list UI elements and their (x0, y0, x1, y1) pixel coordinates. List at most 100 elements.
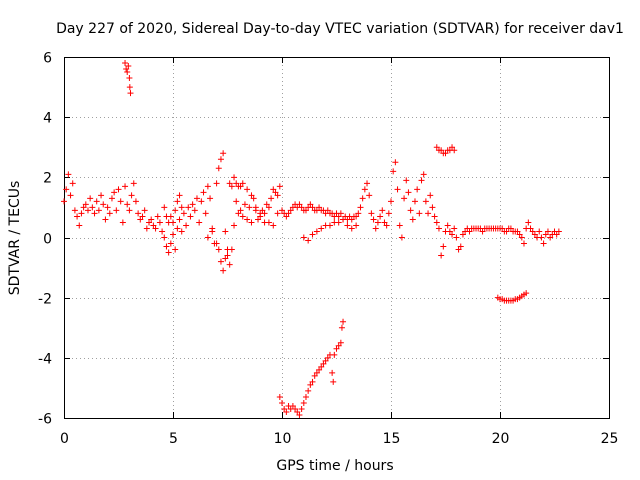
data-point-plus (222, 228, 229, 235)
data-point-plus (527, 225, 534, 232)
data-point-plus (163, 243, 170, 250)
data-point-plus (287, 207, 294, 214)
data-point-plus (309, 378, 316, 385)
data-point-plus (353, 222, 360, 229)
data-point-plus (361, 186, 368, 193)
data-point-plus (340, 318, 347, 325)
data-point-plus (276, 183, 283, 190)
data-point-plus (446, 228, 453, 235)
data-point-plus (270, 222, 277, 229)
data-point-plus (191, 207, 198, 214)
data-point-plus (189, 201, 196, 208)
data-point-plus (244, 186, 251, 193)
data-point-plus (294, 408, 301, 415)
data-point-plus (272, 189, 279, 196)
data-point-plus (235, 210, 242, 217)
data-point-plus (172, 207, 179, 214)
data-point-plus (125, 63, 132, 70)
data-point-plus (78, 210, 85, 217)
data-point-plus (231, 222, 238, 229)
x-tick-label: 5 (169, 431, 178, 447)
data-point-plus (128, 192, 135, 199)
data-point-plus (239, 180, 246, 187)
data-point-plus (523, 290, 530, 297)
data-point-plus (198, 198, 205, 205)
data-point-plus (233, 198, 240, 205)
data-point-plus (226, 180, 233, 187)
data-point-plus (438, 147, 445, 154)
data-point-plus (217, 156, 224, 163)
data-point-plus (355, 210, 362, 217)
data-point-plus (76, 222, 83, 229)
data-point-plus (69, 180, 76, 187)
data-point-plus (196, 219, 203, 226)
data-point-plus (108, 195, 115, 202)
data-point-plus (143, 225, 150, 232)
data-point-plus (228, 183, 235, 190)
data-point-plus (65, 171, 72, 178)
data-point-plus (401, 195, 408, 202)
y-tick-label: -6 (38, 412, 52, 428)
data-point-plus (150, 222, 157, 229)
data-point-plus (377, 213, 384, 220)
y-tick-label: 4 (43, 111, 52, 127)
data-point-plus (63, 186, 70, 193)
data-point-plus (117, 198, 124, 205)
data-point-plus (320, 360, 327, 367)
data-point-plus (300, 399, 307, 406)
chart-title: Day 227 of 2020, Sidereal Day-to-day VTE… (56, 21, 624, 37)
data-point-plus (348, 216, 355, 223)
data-point-plus (213, 180, 220, 187)
data-point-plus (335, 213, 342, 220)
data-point-plus (440, 243, 447, 250)
data-point-plus (307, 381, 314, 388)
data-point-plus (348, 225, 355, 232)
data-point-plus (239, 213, 246, 220)
data-point-plus (193, 195, 200, 202)
data-point-plus (335, 342, 342, 349)
data-point-plus (104, 204, 111, 211)
data-point-plus (307, 201, 314, 208)
data-point-plus (499, 225, 506, 232)
data-point-plus (170, 231, 176, 238)
data-point-plus (174, 198, 181, 205)
data-point-plus (455, 246, 462, 253)
x-tick-label: 20 (492, 431, 510, 447)
data-point-plus (204, 234, 211, 241)
data-point-plus (366, 192, 373, 199)
data-point-plus (113, 207, 120, 214)
data-point-plus (213, 240, 220, 247)
data-point-plus (132, 198, 139, 205)
data-point-plus (466, 228, 473, 235)
data-point-plus (202, 210, 209, 217)
data-point-plus (283, 408, 290, 415)
data-point-plus (126, 84, 133, 91)
data-point-plus (322, 357, 329, 364)
data-point-plus (433, 144, 440, 151)
data-point-plus (518, 234, 525, 241)
data-point-plus (248, 192, 255, 199)
data-point-plus (525, 219, 532, 226)
data-point-plus (209, 225, 216, 232)
data-point-plus (536, 228, 543, 235)
data-point-plus (123, 66, 130, 73)
data-point-plus (370, 216, 377, 223)
data-point-plus (148, 216, 155, 223)
data-point-plus (115, 186, 122, 193)
data-point-plus (344, 222, 351, 229)
data-point-plus (333, 345, 340, 352)
data-point-plus (283, 213, 290, 220)
data-point-plus (139, 213, 146, 220)
data-point-plus (309, 204, 316, 211)
data-point-plus (407, 207, 414, 214)
data-point-plus (340, 216, 347, 223)
y-tick-label: 0 (43, 232, 52, 248)
data-point-plus (330, 378, 337, 385)
data-point-plus (311, 372, 318, 379)
data-point-plus (217, 258, 224, 265)
data-point-plus (248, 219, 255, 226)
data-point-plus (102, 216, 109, 223)
data-point-plus (126, 75, 133, 82)
data-point-plus (329, 369, 336, 376)
